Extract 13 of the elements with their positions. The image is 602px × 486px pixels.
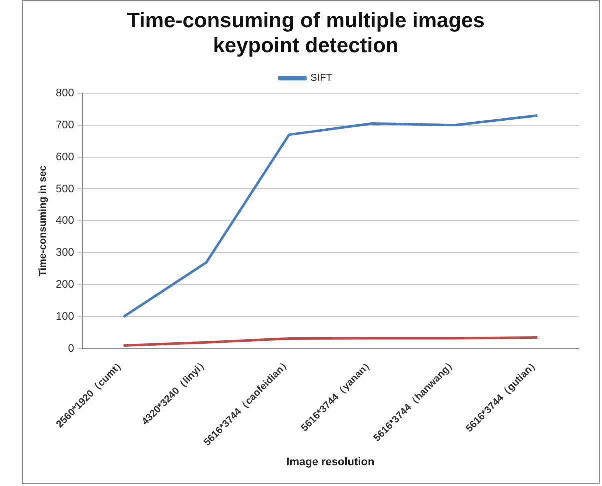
y-axis-title: Time-consuming in sec [38,165,49,277]
y-tick-label: 600 [56,151,74,164]
chart-title: Time-consuming of multiple images keypoint detection [127,9,485,58]
y-tick-label: 200 [56,279,74,292]
y-tick-label: 500 [56,183,74,196]
y-tick-label: 700 [56,119,74,132]
y-tick-label: 100 [56,311,74,324]
y-tick-label: 0 [68,343,74,356]
y-tick-label: 300 [56,247,74,260]
y-tick-label: 800 [56,87,74,100]
x-axis-title: Image resolution [286,456,375,468]
legend-label: SIFT [310,73,332,84]
y-tick-label: 400 [56,215,74,228]
